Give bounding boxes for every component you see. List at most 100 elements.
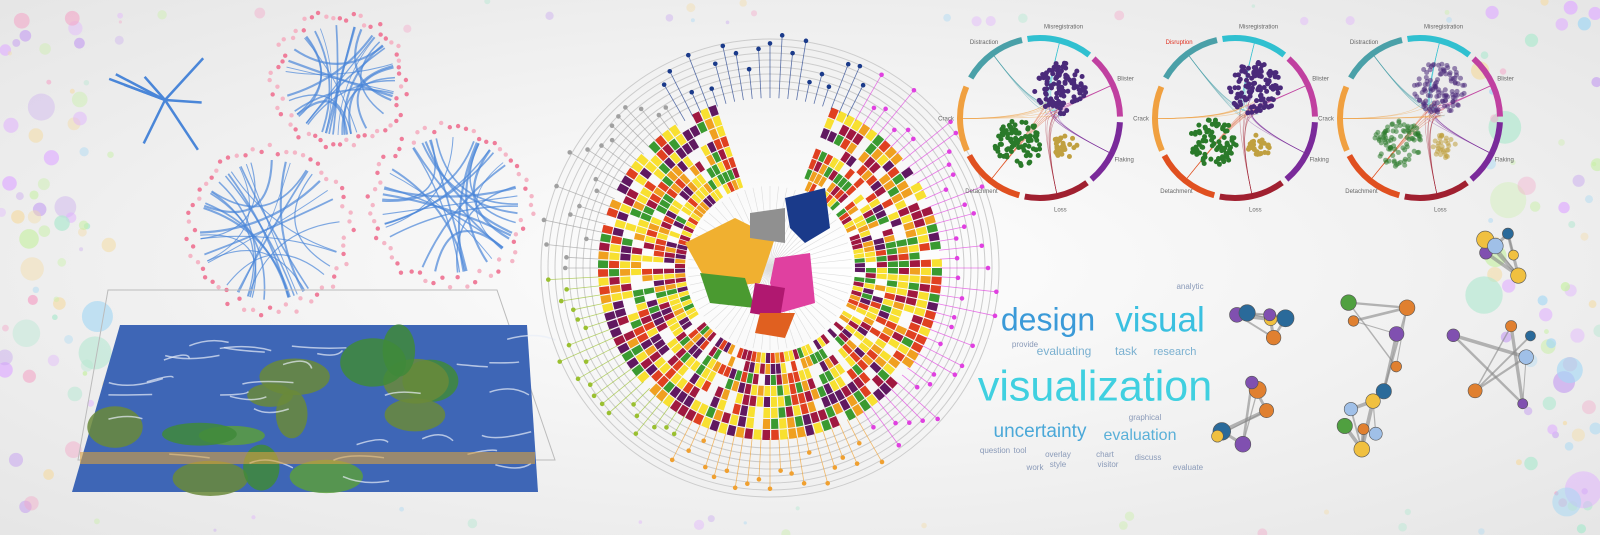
chord-edge — [206, 166, 250, 262]
heat-cell — [913, 307, 926, 317]
chord-edge — [200, 234, 257, 298]
bubble — [251, 515, 256, 520]
heat-cell — [837, 177, 848, 188]
heat-cell — [795, 381, 804, 394]
heat-cell — [862, 240, 874, 248]
cluster-dot — [1035, 153, 1041, 159]
chord-link — [1247, 116, 1307, 154]
chord-diagrams: DistractionMisregistrationBlisterFlaking… — [938, 25, 1514, 214]
heat-cell — [897, 246, 909, 254]
heat-cell — [648, 305, 660, 314]
spoke-dot — [756, 46, 761, 52]
heat-cell — [892, 350, 906, 362]
bubble — [157, 10, 167, 20]
spoke-dot — [575, 376, 581, 382]
spoke-dot — [825, 480, 830, 486]
cloud-word: visual — [1115, 300, 1204, 339]
heat-cell — [734, 370, 743, 382]
heat-cell — [864, 251, 876, 258]
cloud-swirl — [356, 439, 389, 446]
heat-cell — [910, 210, 923, 221]
heat-cell — [616, 183, 630, 195]
cloud-swirl — [253, 408, 289, 414]
spoke-dot — [914, 384, 920, 390]
bubble — [28, 128, 44, 143]
chord-edge — [230, 171, 337, 253]
cluster-dot — [1036, 75, 1042, 81]
heat-cell — [864, 278, 876, 284]
heat-cell — [879, 350, 892, 362]
node — [398, 112, 403, 118]
heat-cell — [636, 153, 649, 167]
bubble — [0, 207, 6, 217]
heat-cell — [913, 218, 926, 228]
spoke-dot — [709, 86, 715, 91]
heat-cell — [896, 180, 909, 192]
spoke — [883, 129, 895, 142]
heat-cell — [753, 429, 762, 440]
heat-cell — [640, 212, 652, 222]
heat-cell — [849, 294, 861, 302]
chord-edge — [429, 139, 468, 272]
cluster-dot — [1032, 88, 1038, 94]
cloud-swirl — [291, 345, 347, 349]
map-region — [750, 283, 785, 318]
bubble — [1591, 76, 1600, 88]
heat-cell — [790, 360, 798, 372]
heat-cell — [821, 419, 832, 432]
heat-cell — [653, 187, 666, 198]
heat-cell — [910, 341, 924, 353]
heat-cell — [630, 319, 643, 330]
node — [330, 284, 336, 289]
heat-cell — [737, 415, 747, 428]
cluster-dot — [1249, 109, 1255, 115]
heat-cell — [801, 380, 810, 392]
node — [389, 40, 394, 45]
cluster-dot — [1016, 130, 1022, 136]
heat-cell — [887, 261, 898, 268]
bubble — [693, 519, 705, 531]
bubble — [80, 359, 93, 372]
heat-cell — [855, 307, 867, 316]
spoke-dot — [587, 382, 593, 388]
heat-cell — [644, 235, 656, 244]
node — [192, 227, 198, 233]
heat-cell — [869, 361, 882, 374]
heat-cell — [852, 403, 864, 417]
spoke — [846, 85, 864, 117]
heat-cell — [777, 385, 784, 396]
heat-cell — [900, 187, 913, 199]
cluster-dot — [1441, 93, 1447, 99]
node — [241, 307, 247, 313]
node — [496, 269, 501, 274]
spoke-dot — [892, 127, 897, 133]
heat-cell — [888, 314, 900, 324]
bubble — [1540, 0, 1549, 6]
heat-cell — [814, 351, 823, 363]
heat-cell — [697, 403, 709, 416]
heat-cell — [861, 292, 873, 301]
heat-cell — [699, 325, 710, 336]
spoke — [734, 435, 744, 488]
chord-link — [1429, 100, 1445, 197]
chord-link — [1046, 115, 1058, 197]
spoke — [813, 432, 829, 484]
spoke — [787, 53, 793, 99]
heat-cell — [654, 356, 666, 369]
cluster-dot — [1246, 89, 1252, 95]
net-node — [1390, 360, 1402, 373]
cluster-dot — [1033, 130, 1039, 136]
bubble — [87, 399, 95, 407]
cluster-dot — [1066, 153, 1072, 159]
heat-cell — [613, 334, 626, 347]
cluster-dot — [1019, 144, 1025, 150]
heat-cell — [898, 253, 909, 261]
heat-cell — [679, 190, 690, 201]
cluster-dot — [1422, 82, 1428, 88]
bubble — [1114, 10, 1125, 21]
chord-link — [1154, 104, 1243, 119]
heat-cell — [631, 344, 644, 356]
heat-cell — [640, 315, 653, 325]
spoke — [601, 374, 639, 405]
spoke-dot — [845, 61, 851, 67]
